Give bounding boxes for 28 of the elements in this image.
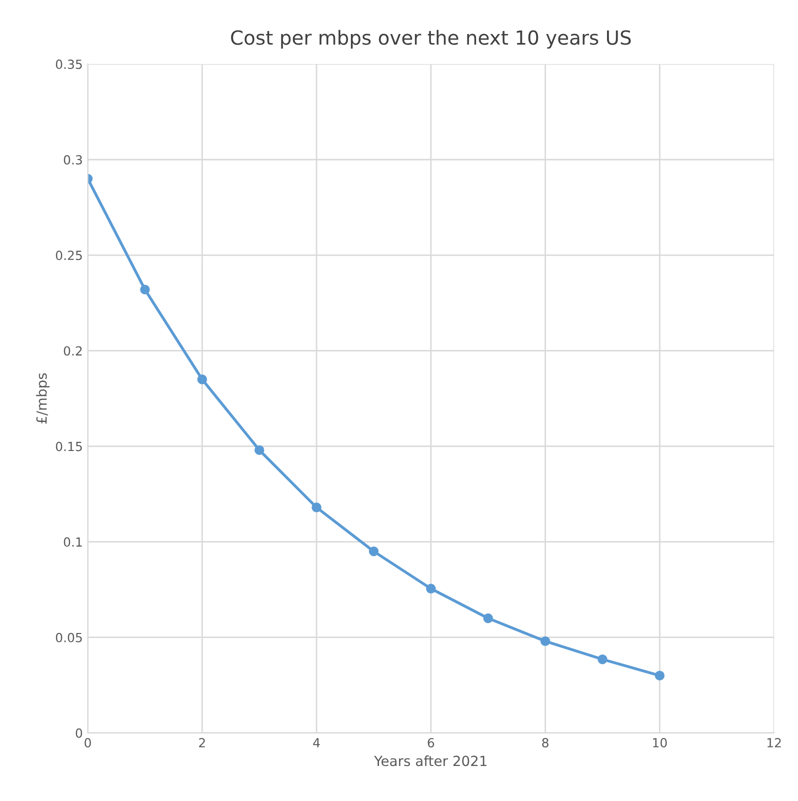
x-tick-label: 2 bbox=[199, 738, 205, 748]
x-tick-label: 12 bbox=[767, 738, 781, 748]
x-tick-label: 0 bbox=[84, 738, 91, 748]
point bbox=[540, 636, 550, 646]
point bbox=[368, 546, 379, 556]
y-tick-label: 0 bbox=[76, 728, 82, 738]
x-tick-label: 8 bbox=[542, 738, 548, 748]
point bbox=[654, 670, 665, 680]
point bbox=[312, 502, 322, 512]
point bbox=[140, 284, 150, 294]
x-tick-label: 4 bbox=[313, 738, 320, 748]
point bbox=[598, 654, 608, 664]
point bbox=[197, 374, 208, 384]
point bbox=[254, 445, 264, 455]
y-tick-label: 0.15 bbox=[56, 442, 82, 452]
y-tick-label: 0.25 bbox=[56, 250, 82, 260]
y-tick-label: 0.05 bbox=[56, 632, 82, 642]
point bbox=[483, 613, 493, 624]
x-axis-title: Years after 2021 bbox=[374, 755, 486, 766]
y-tick-label: 0.3 bbox=[64, 155, 82, 165]
x-tick-label: 10 bbox=[653, 738, 667, 748]
y-axis-title: £/mbps bbox=[36, 373, 50, 424]
y-tick-label: 0.1 bbox=[64, 537, 82, 547]
y-tick-label: 0.2 bbox=[64, 346, 82, 356]
chart-title: Cost per mbps over the next 10 years US bbox=[231, 30, 631, 49]
x-tick-label: 6 bbox=[428, 738, 434, 748]
y-tick-label: 0.35 bbox=[56, 60, 82, 70]
point bbox=[426, 584, 436, 594]
